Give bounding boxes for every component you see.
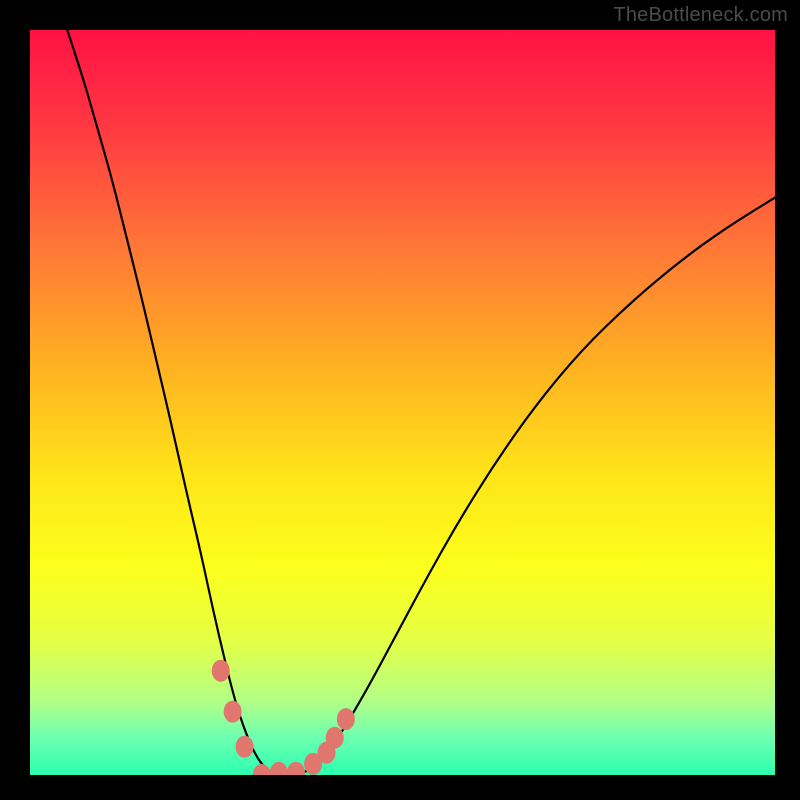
- marker-dot: [224, 701, 242, 723]
- marker-dot: [270, 762, 288, 775]
- marker-dot: [287, 762, 305, 775]
- marker-dot: [236, 736, 254, 758]
- marker-dot: [326, 727, 344, 749]
- marker-dot: [337, 708, 355, 730]
- watermark-text: TheBottleneck.com: [613, 4, 788, 27]
- bottleneck-markers: [30, 30, 775, 775]
- marker-dot: [212, 660, 230, 682]
- marker-dot: [253, 764, 271, 775]
- plot-area: [30, 30, 775, 775]
